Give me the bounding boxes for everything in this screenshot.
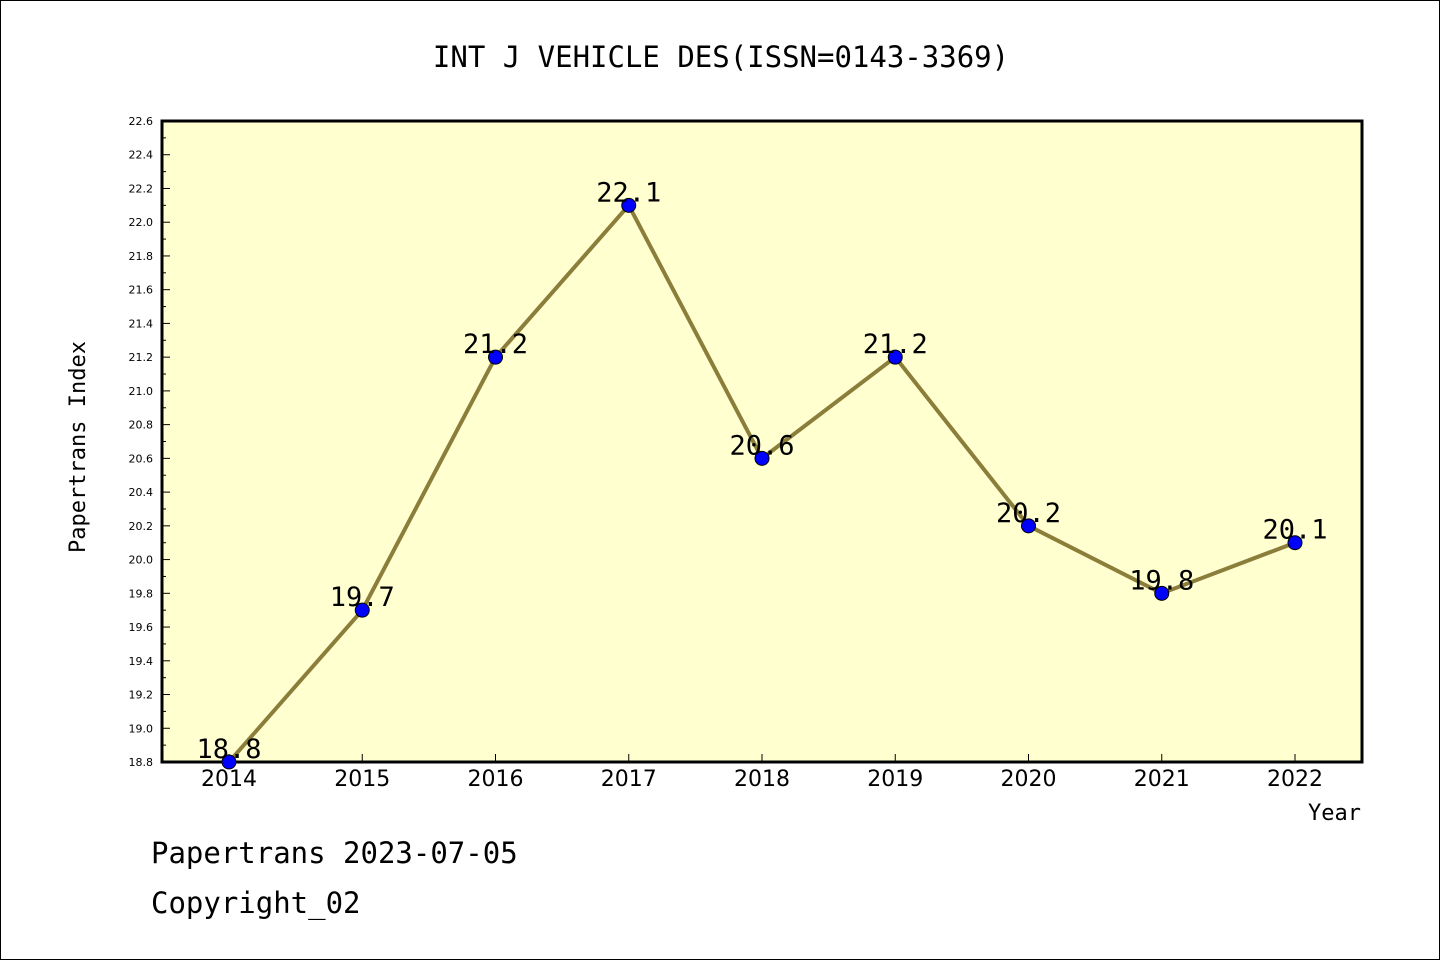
y-axis-ticks: 18.8 19.0 19.2 19.4 19.6 19.8 20.0 20.2 20.4 20.6… xyxy=(129,115,170,769)
y-tick-label: 19.2 xyxy=(129,689,154,702)
y-tick-label: 20.0 xyxy=(129,554,154,567)
x-tick-label: 2015 xyxy=(334,767,390,792)
y-axis-label: Papertrans Index xyxy=(66,341,91,553)
data-label-2019: 21.2 xyxy=(863,329,928,360)
data-label-2015: 19.7 xyxy=(330,582,395,613)
x-tick-label: 2021 xyxy=(1134,767,1190,792)
y-tick-label: 22.4 xyxy=(129,149,154,162)
data-point-2016 xyxy=(488,349,503,365)
y-tick-label: 20.6 xyxy=(129,452,154,465)
y-tick-label: 21.8 xyxy=(129,250,154,263)
x-tick-label: 2022 xyxy=(1267,767,1323,792)
y-tick-label: 20.4 xyxy=(129,486,154,499)
y-tick-label: 21.2 xyxy=(129,351,154,364)
x-axis-label: Year xyxy=(1308,801,1361,826)
data-labels: 18.8 19.7 21.2 22.1 20.6 21.2 20.2 19.8 20.1 xyxy=(196,177,1327,765)
y-tick-label: 20.8 xyxy=(129,419,154,432)
plot-area xyxy=(160,119,1364,764)
y-tick-label: 19.8 xyxy=(129,587,154,600)
data-point-2017 xyxy=(621,197,637,213)
data-point-2015 xyxy=(354,602,370,618)
y-tick-label: 19.0 xyxy=(129,722,154,735)
y-tick-label: 21.6 xyxy=(129,284,154,297)
data-point-2022 xyxy=(1287,535,1303,551)
y-tick-label: 21.4 xyxy=(129,317,154,330)
data-label-2017: 22.1 xyxy=(596,177,661,208)
series-line xyxy=(221,197,1303,770)
x-tick-label: 2020 xyxy=(1001,767,1057,792)
x-axis-ticks: 2014 2015 2016 2017 2018 2019 2020 2021 2022 xyxy=(201,754,1323,792)
x-tick-label: 2017 xyxy=(601,767,657,792)
x-tick-label: 2014 xyxy=(201,767,257,792)
data-point-2021 xyxy=(1154,585,1170,601)
data-label-2014: 18.8 xyxy=(196,734,261,765)
data-label-2021: 19.8 xyxy=(1129,565,1194,596)
data-point-2014 xyxy=(221,754,237,770)
y-tick-label: 19.4 xyxy=(129,655,154,668)
y-tick-label: 19.6 xyxy=(129,621,154,634)
x-tick-label: 2016 xyxy=(468,767,524,792)
y-tick-label: 18.8 xyxy=(129,756,154,769)
data-point-2018 xyxy=(754,450,770,466)
x-tick-label: 2018 xyxy=(734,767,790,792)
footer-date-text: Papertrans 2023-07-05 xyxy=(151,836,518,870)
data-point-2019 xyxy=(887,349,903,365)
y-tick-label: 20.2 xyxy=(129,520,154,533)
data-label-2018: 20.6 xyxy=(729,430,794,461)
y-tick-label: 21.0 xyxy=(129,385,154,398)
data-point-2020 xyxy=(1021,518,1036,534)
y-tick-label: 22.2 xyxy=(129,182,154,195)
y-tick-label: 22.0 xyxy=(129,216,154,229)
footer-copyright-text: Copyright_02 xyxy=(151,886,361,920)
data-label-2016: 21.2 xyxy=(463,329,528,360)
y-tick-label: 22.6 xyxy=(129,115,154,128)
data-label-2022: 20.1 xyxy=(1262,515,1327,546)
data-label-2020: 20.2 xyxy=(996,498,1061,529)
x-tick-label: 2019 xyxy=(867,767,923,792)
chart-title: INT J VEHICLE DES(ISSN=0143-3369) xyxy=(433,40,1009,74)
